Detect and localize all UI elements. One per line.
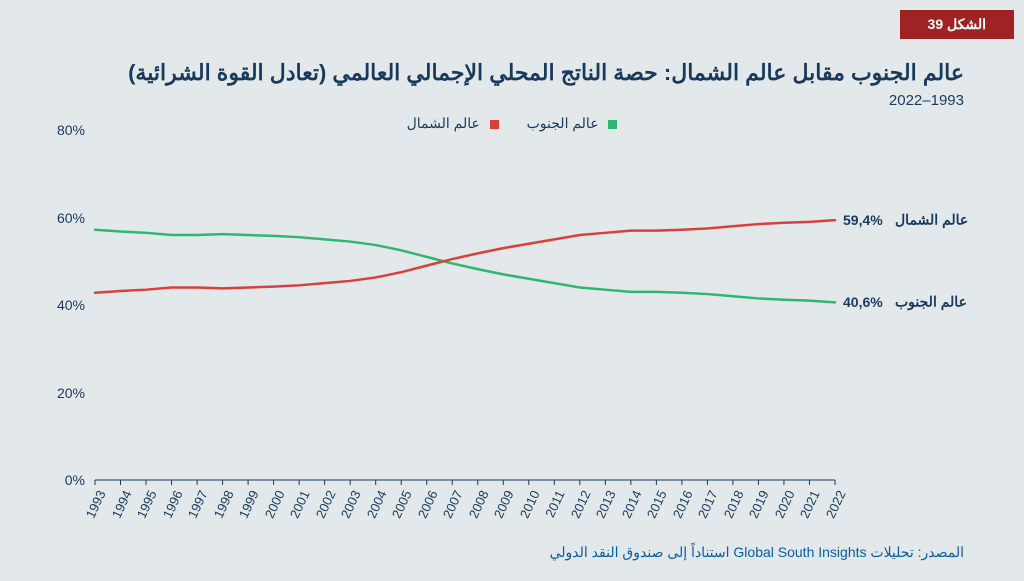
legend-marker-north [490, 120, 499, 129]
chart-svg [95, 130, 835, 480]
xtick-label: 2014 [619, 488, 645, 521]
ytick-label: 20% [57, 385, 85, 401]
end-series-label: عالم الشمال [895, 212, 968, 229]
ytick-label: 80% [57, 122, 85, 138]
xtick-label: 1998 [210, 488, 236, 521]
xtick-label: 2015 [644, 488, 670, 521]
xtick-label: 2007 [440, 488, 466, 521]
xtick-label: 2001 [287, 488, 313, 521]
legend-marker-south [608, 120, 617, 129]
xtick-label: 2012 [568, 488, 594, 521]
xtick-label: 1995 [134, 488, 160, 521]
xtick-label: 2020 [772, 488, 798, 521]
ytick-label: 60% [57, 210, 85, 226]
xtick-label: 2002 [312, 488, 338, 521]
xtick-label: 2010 [517, 488, 543, 521]
xtick-label: 2021 [797, 488, 823, 521]
figure-badge: الشكل 39 [900, 10, 1014, 39]
end-series-label: عالم الجنوب [895, 294, 967, 311]
xtick-label: 2017 [695, 488, 721, 521]
xtick-label: 2005 [389, 488, 415, 521]
xtick-label: 2000 [261, 488, 287, 521]
xtick-label: 1999 [236, 488, 262, 521]
end-value-label: 59,4% [843, 212, 883, 228]
xtick-label: 2016 [670, 488, 696, 521]
xtick-label: 2006 [414, 488, 440, 521]
ytick-label: 40% [57, 297, 85, 313]
xtick-label: 2009 [491, 488, 517, 521]
xtick-label: 2018 [721, 488, 747, 521]
chart-plot: 0%20%40%60%80%19931994199519961997199819… [95, 130, 835, 480]
xtick-label: 2022 [823, 488, 849, 521]
xtick-label: 2008 [466, 488, 492, 521]
source-note: المصدر: تحليلات Global South Insights اس… [550, 544, 964, 561]
xtick-label: 2019 [746, 488, 772, 521]
ytick-label: 0% [65, 472, 85, 488]
xtick-label: 2003 [338, 488, 364, 521]
end-value-label: 40,6% [843, 294, 883, 310]
xtick-label: 1994 [108, 488, 134, 521]
xtick-label: 1997 [185, 488, 211, 521]
legend-label-south: عالم الجنوب [527, 115, 599, 131]
xtick-label: 1993 [83, 488, 109, 521]
xtick-label: 2011 [542, 488, 567, 520]
xtick-label: 2004 [363, 488, 389, 521]
chart-subtitle: 1993–2022 [889, 92, 964, 109]
legend-label-north: عالم الشمال [407, 115, 480, 131]
chart-title: عالم الجنوب مقابل عالم الشمال: حصة النات… [128, 60, 964, 86]
xtick-label: 2013 [593, 488, 619, 521]
xtick-label: 1996 [159, 488, 185, 521]
